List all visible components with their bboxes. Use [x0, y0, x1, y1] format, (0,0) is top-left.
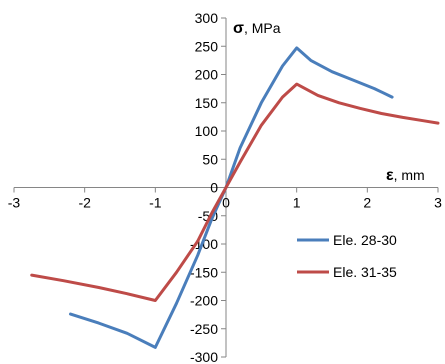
series-lines	[30, 46, 440, 349]
y-tick-label: 100	[195, 123, 219, 139]
x-axis-symbol: ε	[386, 167, 394, 184]
legend-label-1: Ele. 28-30	[333, 232, 397, 248]
y-axis-title: σ, MPa	[233, 20, 281, 37]
x-axis-title: ε, mm	[386, 167, 425, 184]
x-tick-label: 0	[222, 195, 230, 211]
x-axis-ticks: -3 -2 -1 0 1 2 3	[8, 187, 442, 211]
x-tick-label: 3	[434, 195, 442, 211]
x-tick-label: -2	[78, 195, 91, 211]
y-tick-label: 250	[195, 38, 219, 54]
y-tick-label: 150	[195, 95, 219, 111]
x-tick-label: -3	[8, 195, 21, 211]
y-axis-ticks: 300250200150100500-50-100-150-200-250-30…	[190, 10, 226, 364]
x-tick-label: -1	[149, 195, 162, 211]
y-tick-label: 200	[195, 67, 219, 83]
y-tick-label: -200	[190, 293, 218, 309]
y-axis-unit: , MPa	[244, 20, 281, 36]
y-tick-label: -250	[190, 321, 218, 337]
y-tick-label: 50	[202, 151, 218, 167]
y-axis-symbol: σ	[233, 20, 244, 37]
series-line-2	[30, 82, 440, 302]
x-axis-unit: , mm	[394, 167, 425, 183]
x-tick-label: 1	[293, 195, 301, 211]
y-tick-label: -300	[190, 349, 218, 364]
y-tick-label: -150	[190, 264, 218, 280]
y-tick-label: 0	[210, 180, 218, 196]
x-tick-label: 2	[363, 195, 371, 211]
series-line-1	[69, 46, 394, 349]
legend: Ele. 28-30 Ele. 31-35	[297, 232, 397, 280]
legend-label-2: Ele. 31-35	[333, 264, 397, 280]
y-tick-label: 300	[195, 10, 219, 26]
